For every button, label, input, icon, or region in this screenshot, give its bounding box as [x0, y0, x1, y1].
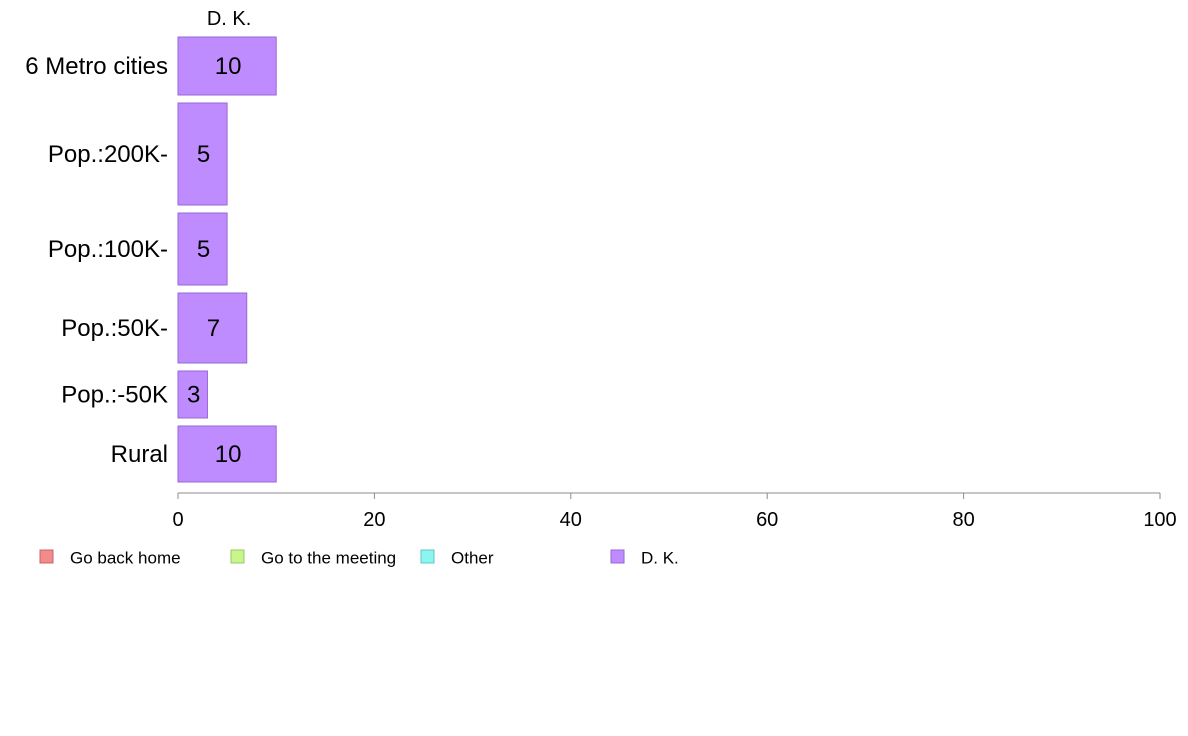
data-label: 10 [215, 441, 242, 468]
data-label: 10 [215, 53, 242, 80]
bar-rural-d-k- [177, 425, 277, 483]
x-tick-label: 20 [363, 509, 385, 531]
data-label: 5 [197, 236, 210, 263]
series-header-label: D. K. [207, 8, 251, 30]
legend: Go back home Go to the meeting Other D. K. [39, 549, 679, 568]
category-label: Pop.:50K- [61, 315, 168, 342]
legend-swatch [610, 549, 625, 564]
legend-label: Other [451, 549, 494, 568]
category-label: Pop.:200K- [48, 141, 168, 168]
bars-group: 10 5 5 7 3 10 [177, 36, 277, 483]
bar-pop-100k--d-k- [177, 212, 228, 286]
category-label: Rural [111, 441, 168, 468]
x-tick-label: 60 [756, 509, 778, 531]
category-label: Pop.:100K- [48, 236, 168, 263]
x-tick-label: 40 [560, 509, 582, 531]
legend-label: D. K. [641, 549, 679, 568]
legend-label: Go to the meeting [261, 549, 396, 568]
bar-pop-50k-d-k- [177, 370, 208, 419]
x-tick-label: 100 [1143, 509, 1176, 531]
category-label: 6 Metro cities [25, 53, 168, 80]
bar-6-metro-cities-d-k- [177, 36, 277, 96]
category-labels: 6 Metro cities Pop.:200K- Pop.:100K- Pop.:5… [25, 53, 168, 468]
data-label: 5 [197, 141, 210, 168]
bar-pop-50k--d-k- [177, 292, 248, 364]
data-label: 7 [207, 315, 220, 342]
data-label: 3 [187, 382, 200, 409]
x-tick-label: 0 [172, 509, 183, 531]
legend-swatch [39, 549, 54, 564]
legend-swatch [420, 549, 435, 564]
bar-pop-200k--d-k- [177, 102, 228, 206]
legend-swatch [230, 549, 245, 564]
x-axis: 0 20 40 60 80 100 [172, 492, 1177, 531]
legend-label: Go back home [70, 549, 181, 568]
x-tick-label: 80 [952, 509, 974, 531]
category-label: Pop.:-50K [61, 382, 168, 409]
